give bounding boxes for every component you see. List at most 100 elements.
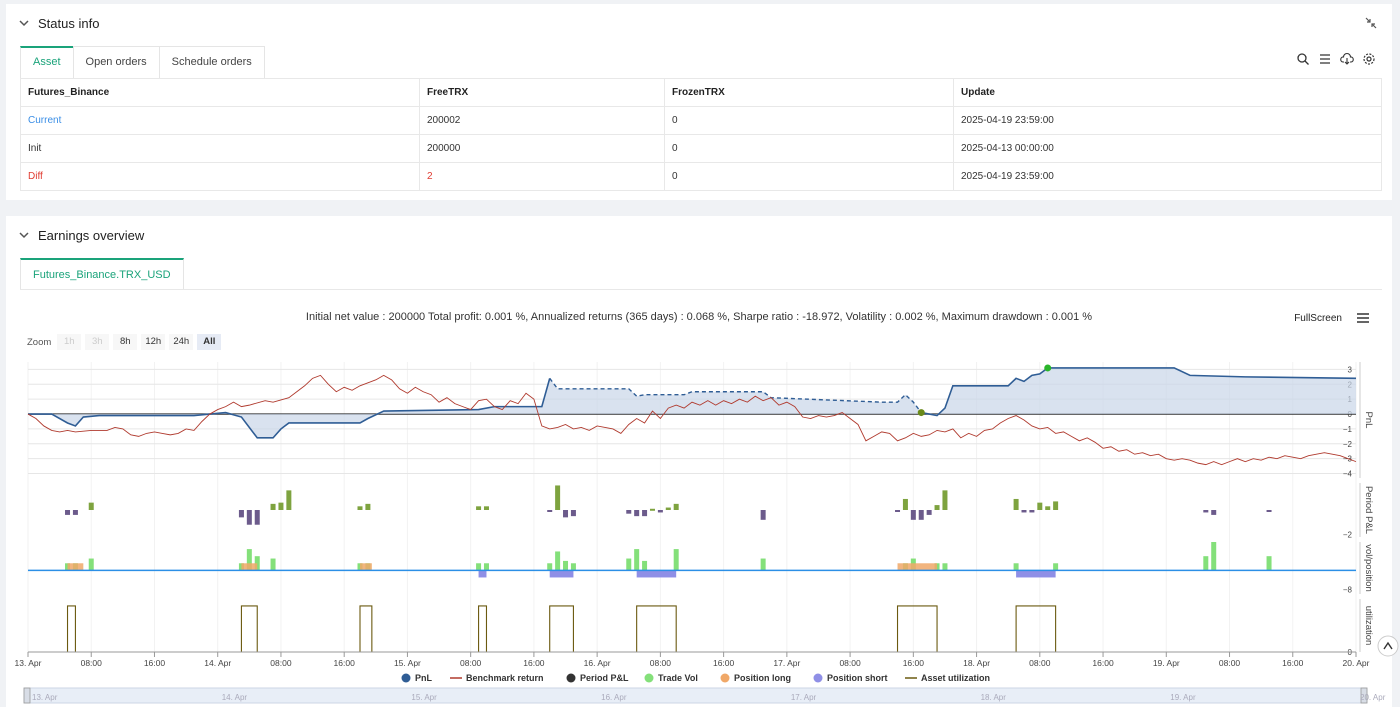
- x-tick-label: 18. Apr: [963, 658, 990, 668]
- period-pnl-bar: [563, 510, 569, 518]
- tab-asset[interactable]: Asset: [20, 46, 74, 79]
- table-cell: 2025-04-19 23:59:00: [953, 162, 1382, 191]
- navigator-label: 15. Apr: [411, 693, 437, 702]
- trade-vol-bar: [1013, 563, 1019, 571]
- x-tick-label: 17. Apr: [773, 658, 800, 668]
- period-pnl-bar: [634, 510, 640, 517]
- period-pnl-bar: [1203, 510, 1209, 513]
- fullscreen-button[interactable]: FullScreen: [1294, 313, 1342, 324]
- x-tick-label: 16. Apr: [584, 658, 611, 668]
- x-tick-label: 14. Apr: [204, 658, 231, 668]
- period-pnl-bar: [547, 510, 553, 512]
- status-info-panel: Status info Asset Open orders Schedule o…: [6, 4, 1392, 200]
- chevron-down-icon[interactable]: [18, 17, 30, 29]
- scroll-top-button: [1377, 635, 1399, 657]
- column-header[interactable]: FreeTRX: [419, 78, 665, 107]
- period-pnl-bar: [570, 510, 576, 517]
- legend-item: Period P&L: [580, 673, 629, 683]
- period-pnl-bar: [238, 510, 244, 518]
- period-pnl-bar: [657, 510, 663, 513]
- legend-item: Position short: [827, 673, 888, 683]
- status-info-header[interactable]: Status info: [6, 4, 1392, 44]
- tab-schedule-orders[interactable]: Schedule orders: [158, 46, 265, 79]
- position-long-bar: [241, 563, 258, 571]
- period-pnl-bar: [270, 503, 276, 510]
- x-tick-label: 20. Apr: [1343, 658, 1370, 668]
- zoom-3h-button[interactable]: 3h: [85, 334, 110, 350]
- legend-item: PnL: [415, 673, 433, 683]
- zoom-8h-button[interactable]: 8h: [113, 334, 138, 350]
- legend-symbol: [566, 673, 576, 683]
- trade-vol-bar: [483, 563, 489, 571]
- x-tick-label: 16:00: [523, 658, 545, 668]
- y-tick-label: 3: [1348, 365, 1353, 374]
- navigator-handle-left[interactable]: [23, 687, 31, 704]
- period-pnl-bar: [1029, 510, 1035, 513]
- period-pnl-bar: [72, 510, 78, 515]
- earnings-overview-header[interactable]: Earnings overview: [6, 216, 1392, 256]
- period-pnl-bar: [1037, 502, 1043, 510]
- search-icon[interactable]: [1296, 52, 1310, 66]
- table-cell: 2: [419, 162, 665, 191]
- zoom-12h-button[interactable]: 12h: [141, 334, 166, 350]
- y-tick-label: −2: [1343, 531, 1353, 540]
- earnings-summary: Initial net value : 200000 Total profit:…: [305, 311, 1093, 323]
- period-pnl-bar: [910, 510, 916, 520]
- x-tick-label: 19. Apr: [1153, 658, 1180, 668]
- navigator-label: 20. Apr: [1360, 693, 1386, 702]
- trade-vol-bar: [555, 551, 561, 571]
- period-pnl-bar: [902, 498, 908, 510]
- min-marker: [917, 409, 925, 417]
- period-pnl-bar: [1013, 498, 1019, 510]
- position-long-bar: [67, 563, 84, 571]
- period-pnl-bar: [649, 508, 655, 511]
- navigator-label: 14. Apr: [222, 693, 248, 702]
- table-toolbar: [1296, 52, 1376, 66]
- y-tick-label: −4: [1343, 470, 1353, 479]
- table-row: Init 200000 0 2025-04-13 00:00:00: [20, 134, 1382, 163]
- period-pnl-bar: [483, 506, 489, 510]
- menu-icon[interactable]: [1356, 311, 1370, 325]
- period-pnl-bar: [918, 510, 924, 520]
- x-tick-label: 08:00: [839, 658, 861, 668]
- zoom-24h-button[interactable]: 24h: [169, 334, 194, 350]
- table-cell: 0: [664, 106, 954, 135]
- trade-vol-bar: [246, 549, 252, 571]
- y-axis-label: utilization: [1363, 606, 1374, 646]
- period-pnl-bar: [65, 510, 71, 515]
- period-pnl-bar: [1266, 510, 1272, 512]
- zoom-1h-button[interactable]: 1h: [57, 334, 82, 350]
- trade-vol-bar: [570, 563, 576, 571]
- x-tick-label: 16:00: [903, 658, 925, 668]
- x-tick-label: 08:00: [460, 658, 482, 668]
- y-axis-label: PnL: [1363, 412, 1374, 429]
- x-tick-label: 16:00: [1092, 658, 1114, 668]
- trade-vol-bar: [1053, 563, 1059, 571]
- trade-vol-bar: [1266, 556, 1272, 571]
- gear-icon[interactable]: [1362, 52, 1376, 66]
- trade-vol-bar: [942, 563, 948, 571]
- position-short-bar: [1016, 570, 1056, 578]
- trade-vol-bar: [476, 563, 482, 571]
- collapse-icon[interactable]: [1364, 16, 1378, 30]
- chevron-down-icon[interactable]: [18, 229, 30, 241]
- zoom-all-button[interactable]: All: [197, 334, 222, 350]
- cloud-download-icon[interactable]: [1340, 52, 1354, 66]
- trade-vol-bar: [634, 549, 640, 571]
- x-tick-label: 08:00: [81, 658, 103, 668]
- benchmark-line: [27, 374, 1357, 466]
- list-icon[interactable]: [1318, 52, 1332, 66]
- x-tick-label: 08:00: [1029, 658, 1051, 668]
- legend-item: Benchmark return: [466, 673, 544, 683]
- navigator-label: 18. Apr: [981, 693, 1007, 702]
- column-header[interactable]: Futures_Binance: [20, 78, 420, 107]
- position-long-bar: [360, 563, 372, 571]
- legend-symbol: [401, 673, 411, 683]
- navigator-handle-right[interactable]: [1360, 687, 1368, 704]
- position-short-bar: [549, 570, 574, 578]
- tab-open-orders[interactable]: Open orders: [72, 46, 160, 79]
- period-pnl-bar: [760, 510, 766, 520]
- legend-item: Asset utilization: [921, 673, 990, 683]
- period-pnl-bar: [665, 507, 671, 510]
- trade-vol-bar: [1203, 556, 1209, 571]
